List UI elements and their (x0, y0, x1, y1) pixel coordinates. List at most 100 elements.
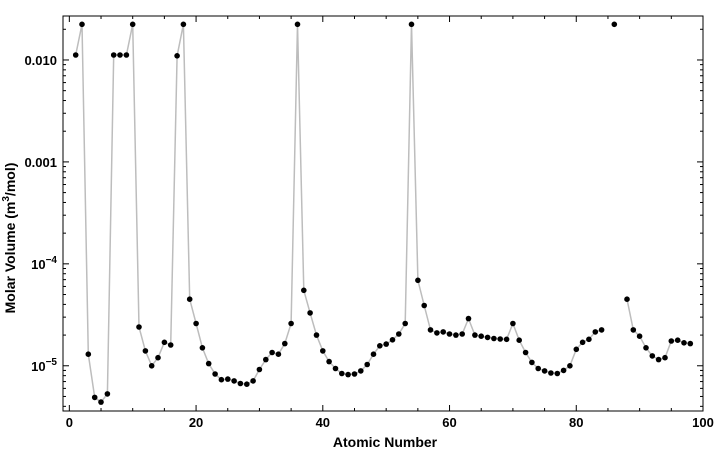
data-point (148, 363, 155, 369)
data-point (567, 363, 573, 369)
data-point (541, 368, 548, 374)
data-point (681, 340, 687, 346)
x-tick-label: 0 (66, 415, 73, 430)
y-axis-title-superscript: 3 (1, 196, 12, 202)
y-tick-label: 0.010 (24, 53, 57, 68)
data-point (345, 371, 351, 378)
y-tick-label: 10−5 (31, 357, 57, 374)
data-point (294, 21, 301, 28)
series-line-segment (74, 24, 602, 404)
data-point (225, 376, 231, 382)
data-point (522, 349, 529, 356)
data-point (668, 338, 675, 344)
data-point (427, 327, 434, 333)
data-point (472, 332, 478, 338)
y-axis-title-main: Molar Volume (m (2, 202, 18, 314)
data-point (72, 52, 79, 58)
data-point (465, 315, 472, 322)
x-tick-label: 60 (442, 415, 456, 430)
plot-area (72, 21, 694, 405)
data-point (351, 371, 358, 377)
data-point (301, 287, 307, 294)
data-point (199, 345, 206, 351)
series-line-segment (626, 299, 691, 361)
data-point (630, 327, 637, 333)
data-point (636, 333, 643, 340)
data-point (586, 336, 592, 343)
data-point (402, 320, 409, 327)
data-point (535, 365, 541, 372)
data-point (446, 331, 453, 337)
data-point (655, 356, 662, 363)
data-point (110, 52, 117, 58)
data-point (415, 277, 421, 284)
data-point (161, 339, 168, 346)
data-point (459, 331, 466, 337)
data-point (244, 381, 250, 388)
y-axis-title: Molar Volume (m3/mol) (1, 163, 18, 314)
y-tick-label: 10−4 (31, 255, 57, 272)
x-axis: 0 20 40 60 80 100 (66, 16, 714, 430)
data-point (98, 399, 104, 405)
data-point (370, 351, 377, 358)
data-point (662, 354, 668, 361)
data-point (180, 21, 187, 28)
data-point (408, 21, 415, 28)
data-point (529, 359, 535, 366)
data-point (263, 356, 269, 363)
data-point (484, 334, 491, 341)
data-point (307, 310, 313, 316)
data-point (396, 331, 402, 337)
y-axis-title-end: /mol) (2, 163, 18, 196)
data-point (218, 376, 225, 383)
data-point (282, 340, 288, 347)
data-point (104, 391, 111, 397)
x-tick-label: 100 (692, 415, 714, 430)
data-point (624, 296, 630, 303)
data-point (554, 370, 561, 377)
data-point (579, 339, 586, 346)
data-point (503, 336, 510, 343)
data-point (174, 53, 180, 59)
data-point (598, 327, 605, 333)
data-point (269, 349, 275, 356)
plot-frame (62, 15, 704, 412)
data-point (326, 358, 332, 365)
data-point (377, 343, 383, 349)
data-point (453, 332, 459, 338)
data-point (389, 337, 396, 343)
data-point (193, 320, 199, 327)
data-point (256, 366, 263, 373)
data-point (643, 345, 649, 351)
data-point (117, 52, 123, 58)
data-point (497, 336, 504, 342)
y-tick-label-base: 10 (31, 359, 45, 374)
x-tick-label: 80 (569, 415, 583, 430)
data-point (510, 320, 516, 327)
data-point (250, 378, 256, 384)
data-point (79, 21, 85, 28)
x-tick-label: 40 (316, 415, 330, 430)
data-point (91, 394, 98, 401)
data-point (212, 371, 218, 377)
data-point (332, 365, 339, 372)
data-point (548, 370, 554, 376)
data-point (275, 351, 282, 358)
data-point (288, 320, 294, 327)
y-tick-label-exponent: −4 (46, 255, 58, 266)
data-point (560, 367, 567, 374)
data-point (237, 380, 244, 387)
data-point (320, 348, 326, 354)
data-point (231, 378, 237, 384)
y-tick-label: 0.001 (24, 155, 57, 170)
data-point (674, 337, 681, 344)
data-point (516, 337, 522, 344)
y-tick-label-base: 10 (31, 257, 45, 272)
data-point (573, 346, 580, 353)
data-point (358, 368, 364, 374)
data-point (142, 348, 149, 354)
data-point (687, 340, 694, 347)
x-tick-label: 20 (189, 415, 203, 430)
